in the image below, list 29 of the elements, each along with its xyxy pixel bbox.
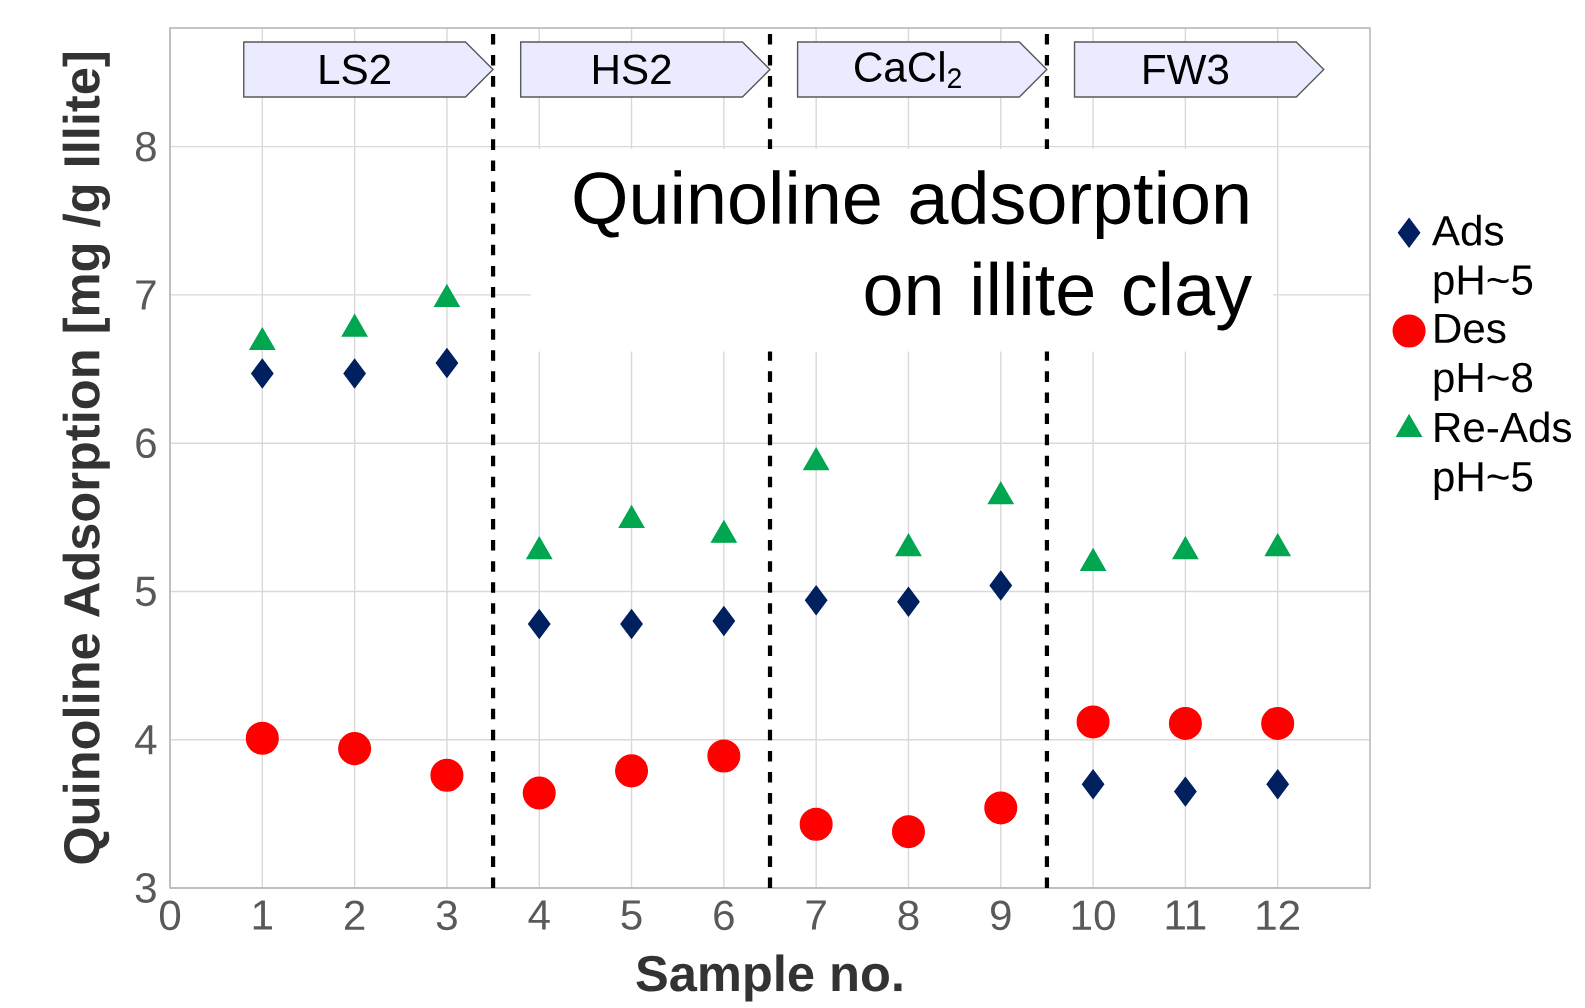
x-tick-label: 0 [159,900,181,931]
x-tick-label: 8 [898,900,919,931]
text: Quinoline adsorption on illite clay [574,170,1252,331]
x-tick-label: 1 [253,900,272,930]
y-tick-label: 4 [135,725,157,755]
x-tick-label: 2 [344,900,365,930]
x-tick-label: 6 [714,900,734,931]
y-tick-label: 6 [136,428,156,459]
y-axis-title: Quinoline Adsorption [mg /g Illite] [62,53,111,864]
x-tick-label: 10 [1072,900,1115,931]
x-axis-title: Sample no. [636,954,902,1002]
y-tick-label: 3 [135,873,156,903]
x-tick-label: 4 [528,900,550,930]
legend-label: Re-Ads pH~5 [1434,411,1571,500]
x-tick-label: 9 [991,900,1011,931]
legend-label: Ads pH~5 [1431,214,1533,304]
annotation: LS2 [320,54,391,85]
x-tick-label: 7 [806,900,826,930]
x-tick-label: 12 [1257,900,1300,930]
x-tick-label: 3 [436,900,457,931]
y-tick-label: 8 [135,131,156,162]
x-tick-label: 5 [621,900,642,930]
y-tick-label: 5 [135,576,156,607]
y-tick-label: 7 [136,280,156,310]
legend-label: Des pH~8 [1434,313,1533,401]
annotation: FW3 [1144,54,1229,85]
annotation: HS2 [594,54,671,85]
x-tick-label: 11 [1166,900,1206,930]
annotation: CaCl$_{2}$ [855,51,961,88]
